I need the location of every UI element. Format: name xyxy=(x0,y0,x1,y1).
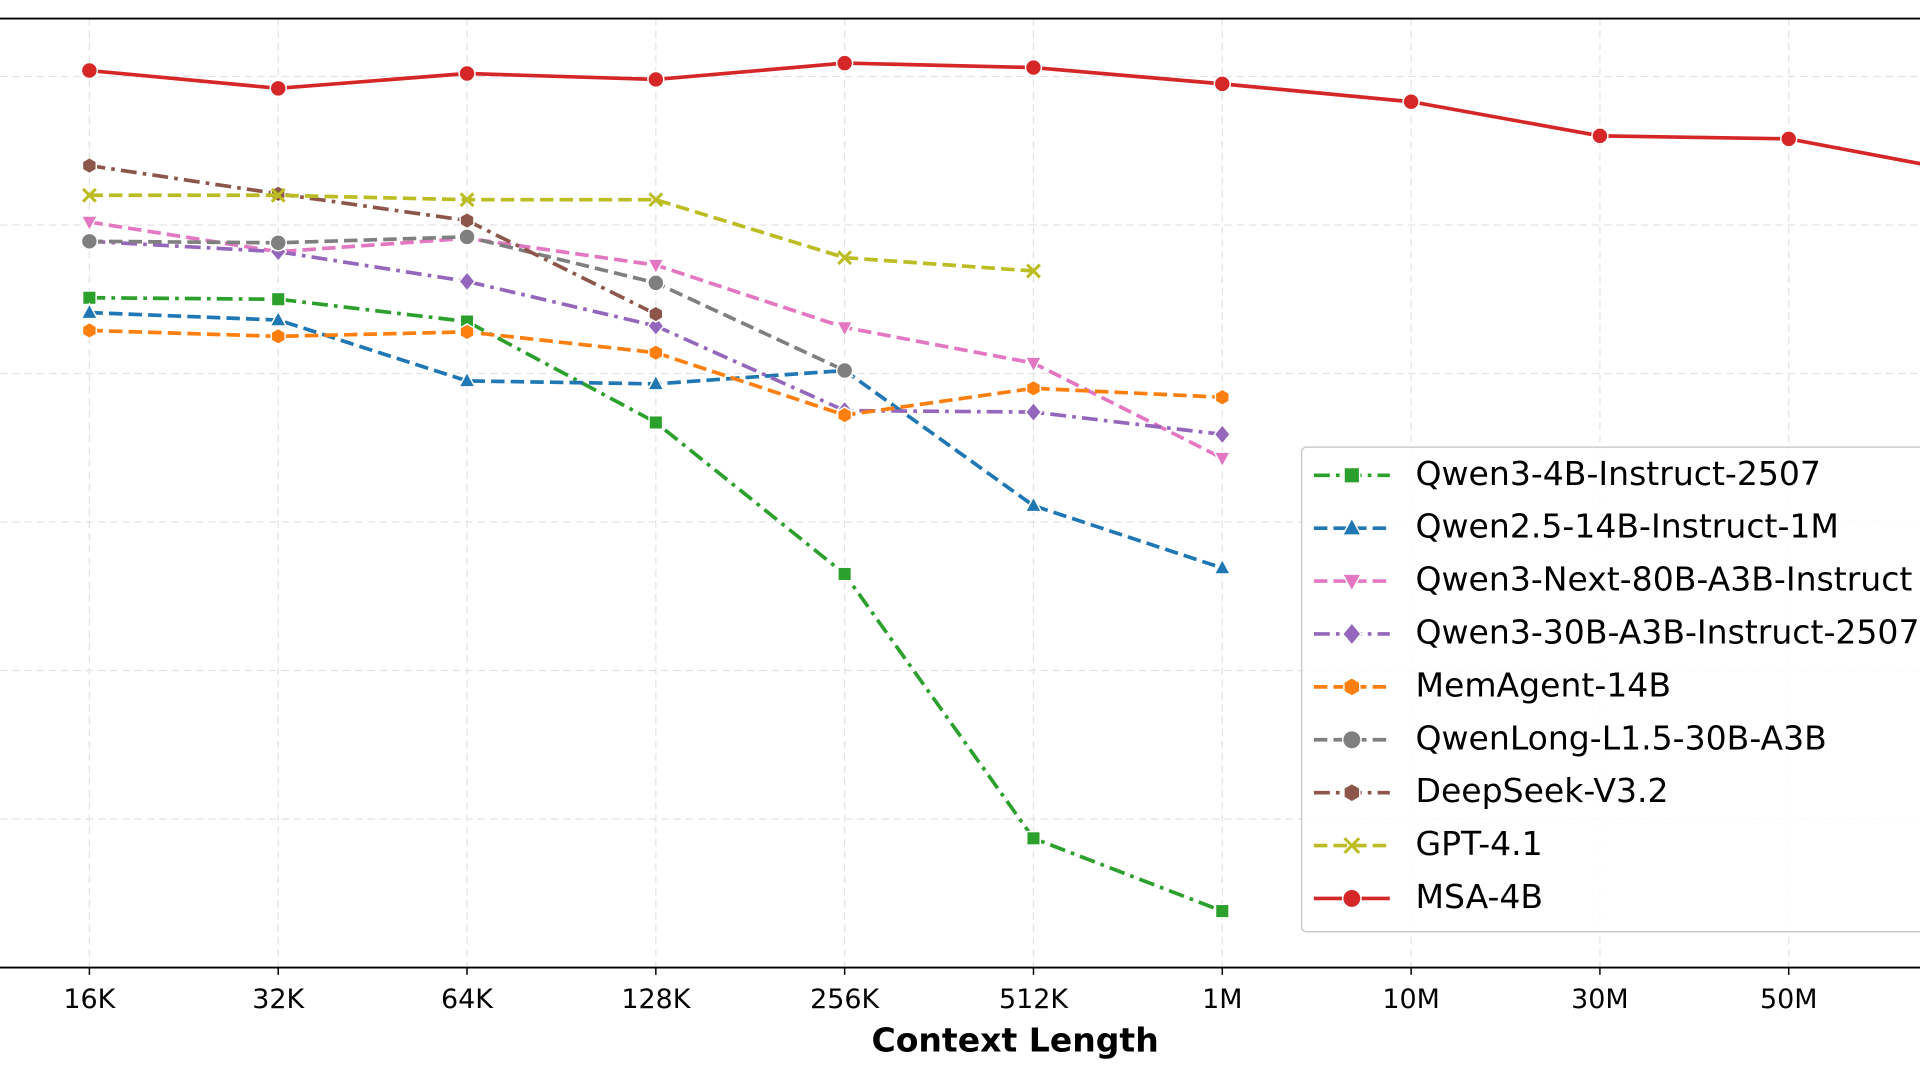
data-point xyxy=(269,79,287,98)
data-point xyxy=(646,373,666,391)
data-point xyxy=(646,315,665,337)
legend-marker xyxy=(1341,729,1362,750)
x-tick-label: 50M xyxy=(1760,984,1818,1015)
data-point xyxy=(837,566,853,582)
series-line xyxy=(89,163,657,316)
data-point xyxy=(1025,830,1041,846)
legend-box xyxy=(1300,446,1920,933)
data-point xyxy=(835,361,854,380)
data-point xyxy=(648,343,664,362)
data-point xyxy=(1591,127,1609,145)
legend-label: Qwen2.5-14B-Instruct-1M xyxy=(1416,507,1839,546)
data-point xyxy=(458,64,476,83)
data-point xyxy=(1213,451,1232,469)
legend-marker xyxy=(1341,573,1363,593)
data-point xyxy=(270,187,286,203)
data-point xyxy=(81,321,98,340)
data-point xyxy=(269,234,287,252)
legend-marker xyxy=(1343,782,1361,803)
series-line xyxy=(89,61,1920,166)
data-point xyxy=(81,187,97,203)
x-tick-label: 1M xyxy=(1202,984,1242,1015)
legend-label: MemAgent-14B xyxy=(1416,665,1672,704)
data-point xyxy=(1026,263,1041,279)
x-tick-label: 128K xyxy=(621,984,691,1015)
data-point xyxy=(1025,379,1042,398)
data-point xyxy=(459,323,475,341)
data-point xyxy=(837,250,853,266)
data-point xyxy=(835,54,854,72)
data-point xyxy=(459,211,475,230)
x-tick-label: 64K xyxy=(441,984,494,1015)
x-tick-label: 256K xyxy=(810,984,880,1015)
legend-label: GPT-4.1 xyxy=(1416,824,1543,863)
legend-marker xyxy=(1341,516,1363,536)
x-tick-label: 16K xyxy=(63,984,116,1015)
legend-marker xyxy=(1343,466,1361,484)
data-point xyxy=(1213,557,1232,575)
data-point xyxy=(647,274,665,292)
data-point xyxy=(647,70,665,89)
data-point xyxy=(270,291,286,307)
data-point xyxy=(80,302,99,320)
data-point xyxy=(648,414,664,430)
data-point xyxy=(1024,495,1043,513)
data-point xyxy=(837,406,853,424)
legend-marker xyxy=(1341,621,1362,647)
data-point xyxy=(80,61,99,80)
data-point xyxy=(80,215,99,233)
data-point xyxy=(1214,388,1230,407)
legend-marker xyxy=(1343,837,1361,854)
x-axis-label: Context Length xyxy=(871,1021,1158,1060)
data-point xyxy=(1402,93,1420,111)
legend-label: Qwen3-4B-Instruct-2507 xyxy=(1416,454,1821,493)
x-tick-label: 512K xyxy=(999,984,1069,1015)
legend-label: MSA-4B xyxy=(1416,877,1544,916)
data-point xyxy=(1780,130,1798,148)
data-point xyxy=(1213,75,1231,93)
series-line xyxy=(89,193,1034,273)
legend-label: DeepSeek-V3.2 xyxy=(1416,771,1669,810)
legend-label: QwenLong-L1.5-30B-A3B xyxy=(1416,718,1827,757)
data-point xyxy=(1024,58,1043,77)
data-point xyxy=(270,327,286,346)
data-point xyxy=(457,370,477,388)
data-point xyxy=(646,258,666,276)
data-point xyxy=(458,270,476,293)
data-point xyxy=(1024,356,1043,374)
data-point xyxy=(269,309,288,327)
data-point xyxy=(80,232,99,250)
data-point xyxy=(1213,423,1232,446)
data-point xyxy=(1024,401,1043,423)
legend-label: Qwen3-30B-A3B-Instruct-2507 xyxy=(1416,612,1920,651)
x-tick-label: 10M xyxy=(1382,984,1440,1015)
data-point xyxy=(648,192,664,208)
data-point xyxy=(835,320,854,338)
data-point xyxy=(459,192,475,208)
data-point xyxy=(458,228,476,246)
x-tick-label: 30M xyxy=(1571,984,1629,1015)
legend-marker xyxy=(1341,888,1362,909)
data-point xyxy=(648,305,664,323)
data-point xyxy=(1214,903,1230,919)
x-tick-label: 32K xyxy=(252,984,305,1015)
data-point xyxy=(81,156,98,175)
legend-marker xyxy=(1343,676,1361,697)
legend-label: Qwen3-Next-80B-A3B-Instruct xyxy=(1416,560,1913,599)
